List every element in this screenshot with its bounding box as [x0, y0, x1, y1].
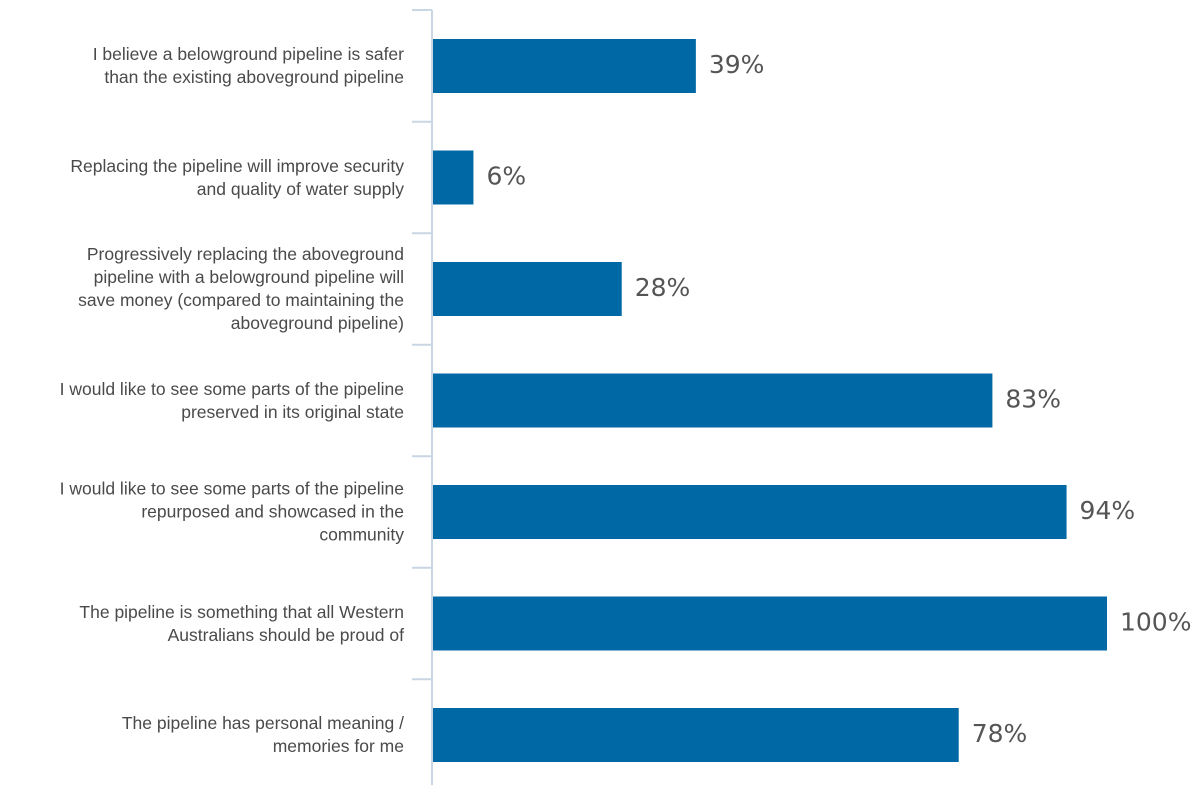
- category-label-line: The pipeline has personal meaning /: [121, 713, 404, 733]
- category-label-line: pipeline with a belowground pipeline wil…: [93, 267, 404, 287]
- bar: [433, 708, 959, 762]
- data-label: 83%: [1005, 385, 1061, 414]
- category-label-line: Progressively replacing the aboveground: [86, 244, 404, 264]
- bar: [433, 373, 993, 428]
- category-label-line: and quality of water supply: [196, 178, 404, 199]
- category-label: The pipeline is something that all Weste…: [4, 601, 404, 647]
- bar: [433, 39, 696, 93]
- category-label: I believe a belowground pipeline is safe…: [4, 43, 404, 89]
- bar: [433, 485, 1067, 539]
- axis-layer: [412, 9, 433, 785]
- category-label-line: memories for me: [272, 736, 404, 756]
- category-label-line: I would like to see some parts of the pi…: [59, 378, 404, 399]
- bar: [433, 262, 622, 316]
- category-label: Progressively replacing the aboveground p…: [4, 243, 404, 335]
- category-label-line: I would like to see some parts of the pi…: [59, 478, 404, 499]
- category-label-line: Australians should be proud of: [167, 624, 404, 645]
- data-label: 39%: [709, 50, 765, 79]
- category-label-line: community: [319, 524, 404, 545]
- data-label: 78%: [972, 719, 1028, 748]
- category-label-line: The pipeline is something that all Weste…: [79, 601, 404, 622]
- category-label-line: Replacing the pipeline will improve secu…: [70, 155, 404, 176]
- category-label-line: preserved in its original state: [181, 401, 404, 422]
- category-label-line: repurposed and showcased in the: [141, 501, 404, 522]
- bar: [433, 150, 474, 205]
- category-label-line: I believe a belowground pipeline is safe…: [92, 44, 404, 64]
- data-label: 100%: [1120, 608, 1191, 637]
- category-label-line: than the existing aboveground pipeline: [104, 67, 404, 87]
- category-label: I would like to see some parts of the pi…: [4, 478, 404, 547]
- data-label: 6%: [486, 162, 526, 191]
- category-label: Replacing the pipeline will improve secu…: [4, 155, 404, 201]
- category-label-line: save money (compared to maintaining the: [78, 290, 404, 310]
- bars-layer: [433, 39, 1107, 762]
- data-label: 94%: [1080, 496, 1136, 525]
- data-label: 28%: [635, 273, 691, 302]
- value-labels-layer: 39% 6% 28% 83% 94% 100% 78%: [486, 50, 1191, 748]
- category-label: The pipeline has personal meaning / memor…: [4, 712, 404, 758]
- bar: [433, 596, 1107, 651]
- category-label: I would like to see some parts of the pi…: [4, 378, 404, 424]
- category-label-line: aboveground pipeline): [230, 313, 404, 333]
